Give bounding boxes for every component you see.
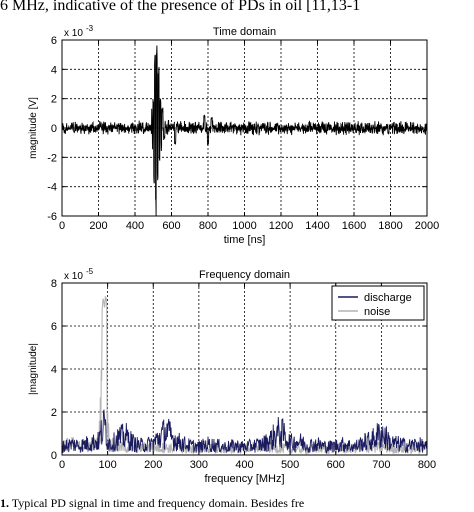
axis-exponent-power: -5 bbox=[86, 267, 94, 276]
y-tick-label: 8 bbox=[51, 278, 57, 290]
x-tick-label: 500 bbox=[281, 459, 299, 471]
axis-exponent-label: x 10 bbox=[64, 271, 83, 282]
series-line-discharge bbox=[62, 409, 427, 454]
y-tick-label: 6 bbox=[51, 321, 57, 333]
y-tick-label: 6 bbox=[51, 35, 57, 47]
series-group bbox=[62, 45, 427, 216]
y-axis-label: |magnitude| bbox=[28, 343, 39, 395]
x-tick-label: 400 bbox=[126, 220, 144, 232]
x-axis-label: time [ns] bbox=[224, 234, 266, 246]
y-tick-label: -2 bbox=[47, 152, 57, 164]
y-tick-label: 4 bbox=[51, 64, 57, 76]
y-tick-label: -4 bbox=[47, 182, 57, 194]
x-tick-label: 0 bbox=[59, 459, 65, 471]
x-tick-label: 400 bbox=[235, 459, 253, 471]
figure-caption: 1. Typical PD signal in time and frequen… bbox=[0, 496, 474, 510]
x-tick-label: 200 bbox=[144, 459, 162, 471]
x-tick-label: 700 bbox=[372, 459, 390, 471]
series-line-time-signal bbox=[62, 45, 427, 216]
y-tick-label: 0 bbox=[51, 123, 57, 135]
axis-exponent-label: x 10 bbox=[64, 28, 83, 39]
x-tick-label: 800 bbox=[418, 459, 436, 471]
x-tick-label: 300 bbox=[190, 459, 208, 471]
x-tick-label: 100 bbox=[98, 459, 116, 471]
x-tick-label: 1000 bbox=[232, 220, 256, 232]
x-tick-label: 600 bbox=[162, 220, 180, 232]
caption-number: 1. bbox=[0, 496, 9, 510]
x-tick-label: 600 bbox=[327, 459, 345, 471]
x-tick-label: 2000 bbox=[415, 220, 439, 232]
x-tick-label: 1400 bbox=[305, 220, 329, 232]
legend-label-noise: noise bbox=[364, 306, 390, 318]
legend: discharge noise bbox=[331, 285, 425, 321]
x-tick-label: 0 bbox=[59, 220, 65, 232]
chart-title: Time domain bbox=[213, 26, 276, 38]
chart-title: Frequency domain bbox=[199, 269, 290, 281]
axis-exponent-power: -3 bbox=[86, 24, 94, 33]
body-text-fragment: 6 MHz, indicative of the presence of PDs… bbox=[0, 0, 361, 14]
y-tick-label: 4 bbox=[51, 364, 57, 376]
x-tick-label: 800 bbox=[199, 220, 217, 232]
y-tick-label: 2 bbox=[51, 407, 57, 419]
y-axis-label: magnitude [V] bbox=[28, 97, 39, 159]
y-tick-label: 2 bbox=[51, 94, 57, 106]
x-tick-label: 1200 bbox=[269, 220, 293, 232]
y-tick-label: 0 bbox=[51, 450, 57, 462]
x-axis-label: frequency [MHz] bbox=[204, 473, 284, 485]
legend-label-discharge: discharge bbox=[364, 292, 412, 304]
caption-text: Typical PD signal in time and frequency … bbox=[11, 496, 305, 510]
legend-box bbox=[331, 285, 425, 321]
x-tick-label: 200 bbox=[89, 220, 107, 232]
y-tick-label: -6 bbox=[47, 211, 57, 223]
x-tick-label: 1800 bbox=[378, 220, 402, 232]
x-tick-label: 1600 bbox=[342, 220, 366, 232]
